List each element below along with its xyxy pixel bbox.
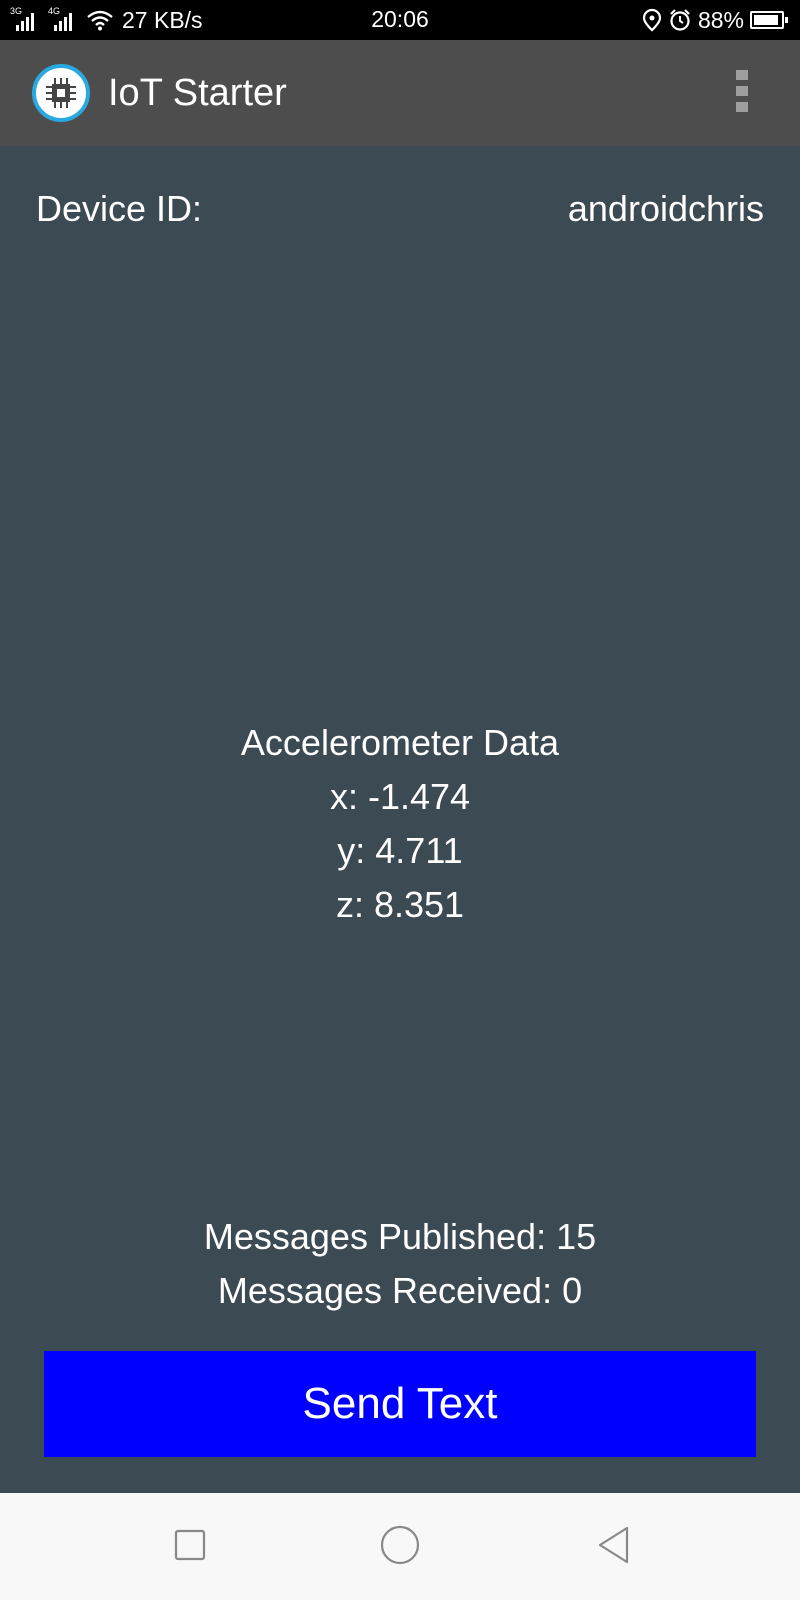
accelerometer-y: y: 4.711 [337, 830, 463, 871]
overflow-menu-icon[interactable] [736, 70, 748, 116]
app-title: IoT Starter [108, 72, 287, 114]
device-id-label: Device ID: [36, 188, 203, 229]
back-icon[interactable] [592, 1523, 636, 1567]
app-bar: IoT Starter [0, 40, 800, 146]
signal-icon: 4G [48, 7, 82, 33]
device-id-row: Device ID: androidchris [36, 188, 764, 238]
send-text-button[interactable]: Send Text [44, 1351, 756, 1457]
network-speed: 27 KB/s [122, 6, 203, 33]
device-id-value: androidchris [567, 188, 764, 229]
wifi-icon [87, 10, 113, 31]
chip-icon [32, 64, 90, 122]
navigation-bar [0, 1493, 800, 1600]
alarm-icon [670, 9, 690, 31]
messages-published: Messages Published: 15 [203, 1216, 597, 1257]
location-icon [642, 8, 662, 32]
status-time: 20:06 [371, 6, 429, 32]
home-icon[interactable] [378, 1523, 422, 1567]
messages-received: Messages Received: 0 [217, 1270, 583, 1311]
sim2-network-type: 4G [48, 6, 61, 16]
status-bar: 3G 4G 27 KB/s 20:06 [0, 0, 800, 40]
accelerometer-z: z: 8.351 [335, 884, 465, 925]
accelerometer-x: x: -1.474 [329, 776, 471, 817]
status-right: 88% [642, 7, 788, 33]
accelerometer-panel: Accelerometer Data x: -1.474 y: 4.711 z:… [0, 716, 800, 932]
status-left: 3G 4G 27 KB/s [10, 6, 203, 34]
battery-percentage: 88% [697, 6, 744, 33]
battery-icon [750, 11, 788, 29]
recent-apps-icon[interactable] [168, 1523, 212, 1567]
messages-panel: Messages Published: 15 Messages Received… [0, 1210, 800, 1318]
sim1-network-type: 3G [10, 6, 23, 16]
signal-icon: 3G [10, 7, 44, 33]
accelerometer-title: Accelerometer Data [240, 722, 560, 763]
